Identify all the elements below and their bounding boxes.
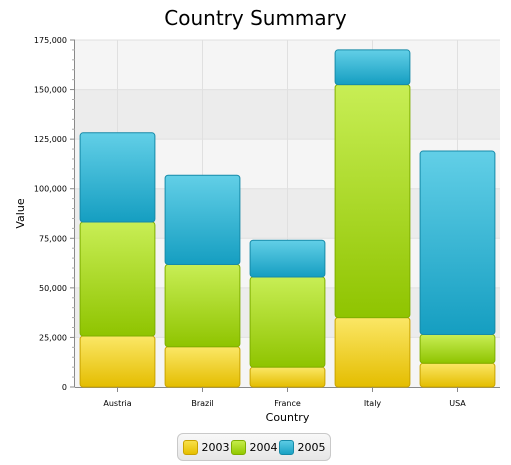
y-tick-label: 50,000 <box>39 284 67 293</box>
bar-2004-brazil <box>164 263 241 348</box>
legend-item-2004: 2004 <box>230 439 278 455</box>
y-tick-label: 150,000 <box>34 86 67 95</box>
bar-2004-france <box>249 276 326 368</box>
bar-2005-usa <box>419 150 496 335</box>
bar-2004-usa <box>419 333 496 364</box>
y-tick-label: 125,000 <box>34 135 67 144</box>
bar-2003-italy <box>334 317 411 388</box>
legend-item-2003: 2003 <box>182 439 230 455</box>
legend-item-2005: 2005 <box>278 439 326 455</box>
bar-2004-italy <box>334 84 411 319</box>
x-tick-label: Brazil <box>191 399 213 408</box>
bar-2003-austria <box>79 335 156 388</box>
y-tick-label: 175,000 <box>34 36 67 45</box>
y-tick-label: 100,000 <box>34 185 67 194</box>
bar-2005-france <box>249 239 326 278</box>
bar-2005-italy <box>334 49 411 86</box>
legend-label-2003: 2003 <box>201 440 230 454</box>
legend-label-2005: 2005 <box>297 440 326 454</box>
y-tick-label: 0 <box>62 383 67 392</box>
bar-2003-france <box>249 366 326 388</box>
bar-2003-usa <box>419 362 496 388</box>
x-tick-label: Austria <box>103 399 131 408</box>
bar-2005-austria <box>79 132 156 223</box>
legend: 2003 2004 2005 <box>177 433 331 461</box>
y-tick-label: 25,000 <box>39 333 67 342</box>
bar-2003-brazil <box>164 346 241 388</box>
chart-title: Country Summary <box>164 6 347 30</box>
x-tick-label: France <box>274 399 301 408</box>
y-axis-title: Value <box>14 198 27 228</box>
legend-swatch-2004 <box>230 439 246 455</box>
x-axis-title: Country <box>266 411 310 424</box>
bar-2005-brazil <box>164 174 241 265</box>
x-tick-label: USA <box>449 399 466 408</box>
legend-label-2004: 2004 <box>249 440 278 454</box>
y-tick-label: 75,000 <box>39 234 67 243</box>
legend-swatch-2003 <box>182 439 198 455</box>
x-tick-label: Italy <box>364 399 382 408</box>
legend-swatch-2005 <box>278 439 294 455</box>
bar-2004-austria <box>79 221 156 337</box>
